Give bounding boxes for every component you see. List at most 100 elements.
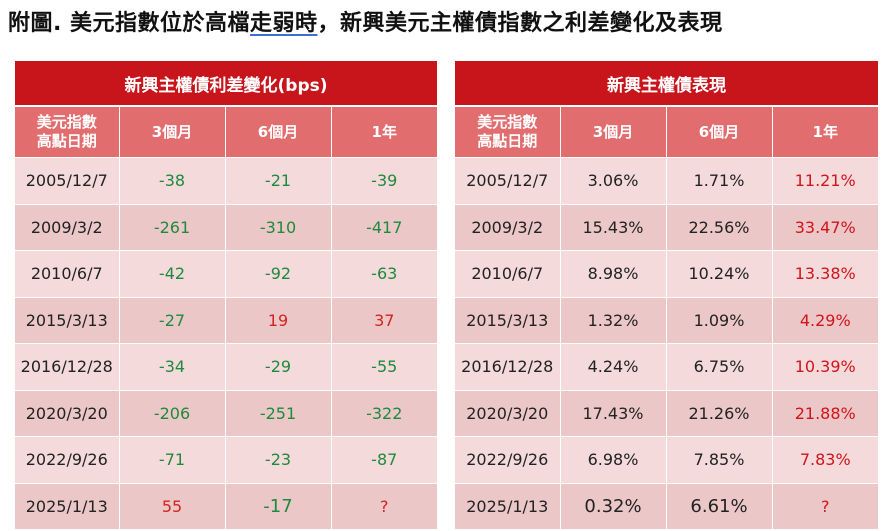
value-cell: 4.29% — [772, 296, 878, 344]
header-date-label: 美元指數 高點日期 — [477, 113, 537, 150]
value-cell: 7.85% — [666, 436, 773, 483]
table-row: 2010/6/7 8.98% 10.24% 13.38% — [455, 250, 878, 297]
value-cell: 1.32% — [560, 296, 667, 344]
value-cell: -55 — [331, 343, 437, 390]
value-cell: 1.09% — [666, 296, 773, 344]
value-cell: 37 — [331, 296, 437, 344]
value-cell: 11.21% — [772, 157, 878, 204]
performance-table-caption: 新興主權債表現 — [455, 61, 878, 107]
value-cell: 6.98% — [560, 436, 667, 483]
table-row: 2010/6/7 -42 -92 -63 — [15, 250, 437, 297]
date-cell: 2020/3/20 — [455, 389, 561, 437]
value-cell: -206 — [119, 389, 226, 437]
header-date-line2: 高點日期 — [36, 132, 97, 150]
column-header-3m: 3個月 — [119, 106, 226, 158]
date-cell: 2005/12/7 — [455, 157, 561, 204]
page-title: 附圖. 美元指數位於高檔走弱時，新興美元主權債指數之利差變化及表現 — [8, 6, 723, 42]
table-row: 2016/12/28 4.24% 6.75% 10.39% — [455, 343, 878, 390]
date-cell: 2015/3/13 — [15, 296, 120, 344]
value-cell: -39 — [331, 157, 437, 204]
value-cell: 4.24% — [560, 343, 667, 390]
value-cell: -63 — [331, 250, 437, 297]
column-header-1y: 1年 — [331, 106, 437, 158]
value-cell: 6.75% — [666, 343, 773, 390]
value-cell: -17 — [225, 482, 332, 529]
value-cell: 6.61% — [666, 482, 773, 529]
date-cell: 2022/9/26 — [15, 436, 120, 483]
date-cell: 2020/3/20 — [15, 389, 120, 437]
value-cell: 0.32% — [560, 482, 667, 529]
date-cell: 2005/12/7 — [15, 157, 120, 204]
table-row: 2005/12/7 -38 -21 -39 — [15, 157, 437, 204]
value-cell: 15.43% — [560, 203, 667, 251]
column-header-3m: 3個月 — [560, 106, 667, 158]
value-cell: -92 — [225, 250, 332, 297]
value-cell: 21.26% — [666, 389, 773, 437]
spread-table-caption: 新興主權債利差變化(bps) — [15, 61, 437, 107]
performance-table: 新興主權債表現 美元指數 高點日期 3個月 6個月 1年 2005/12/7 3.0… — [455, 61, 878, 529]
table-row: 2022/9/26 -71 -23 -87 — [15, 436, 437, 483]
table-row: 2022/9/26 6.98% 7.85% 7.83% — [455, 436, 878, 483]
value-cell: -261 — [119, 203, 226, 251]
table-row: 2015/3/13 -27 19 37 — [15, 296, 437, 344]
column-header-1y: 1年 — [772, 106, 878, 158]
date-cell: 2010/6/7 — [455, 250, 561, 297]
table-row: 2016/12/28 -34 -29 -55 — [15, 343, 437, 390]
column-header-6m: 6個月 — [666, 106, 773, 158]
title-suffix: ，新興美元主權債指數之利差變化及表現 — [317, 11, 723, 36]
value-cell: 3.06% — [560, 157, 667, 204]
table-row: 2025/1/13 55 -17? — [15, 482, 437, 529]
date-cell: 2010/6/7 — [15, 250, 120, 297]
value-cell: 33.47% — [772, 203, 878, 251]
column-header-date: 美元指數 高點日期 — [455, 106, 561, 158]
table-row: 2005/12/7 3.06% 1.71% 11.21% — [455, 157, 878, 204]
value-cell: 10.39% — [772, 343, 878, 390]
column-header-6m: 6個月 — [225, 106, 332, 158]
value-cell: 8.98% — [560, 250, 667, 297]
title-underlined: 走弱時 — [250, 11, 318, 36]
date-cell: 2016/12/28 — [455, 343, 561, 390]
title-prefix: 附圖. 美元指數位於高檔 — [8, 11, 251, 36]
value-cell: -42 — [119, 250, 226, 297]
value-cell: -38 — [119, 157, 226, 204]
value-cell: -23 — [225, 436, 332, 483]
value-cell: 13.38% — [772, 250, 878, 297]
value-cell: ? — [331, 482, 437, 529]
date-cell: 2016/12/28 — [15, 343, 120, 390]
value-cell: 17.43% — [560, 389, 667, 437]
value-cell: -71 — [119, 436, 226, 483]
value-cell: -29 — [225, 343, 332, 390]
column-header-date: 美元指數 高點日期 — [15, 106, 120, 158]
value-cell: 55 — [119, 482, 226, 529]
date-cell: 2015/3/13 — [455, 296, 561, 344]
header-date-label: 美元指數 高點日期 — [37, 113, 97, 150]
date-cell: 2009/3/2 — [455, 203, 561, 251]
value-cell: 19 — [225, 296, 332, 344]
header-date-line2: 高點日期 — [477, 132, 538, 150]
table-row: 2009/3/2 -261 -310 -417 — [15, 203, 437, 251]
value-cell: 10.24% — [666, 250, 773, 297]
value-cell: ? — [772, 482, 878, 529]
date-cell: 2025/1/13 — [15, 482, 120, 529]
table-row: 2025/1/13 0.32% 6.61%? — [455, 482, 878, 529]
value-cell: -34 — [119, 343, 226, 390]
value-cell: 1.71% — [666, 157, 773, 204]
spread-change-table: 新興主權債利差變化(bps) 美元指數 高點日期 3個月 6個月 1年 2005/… — [15, 61, 437, 529]
date-cell: 2025/1/13 — [455, 482, 561, 529]
table-row: 2009/3/2 15.43% 22.56% 33.47% — [455, 203, 878, 251]
header-date-line1: 美元指數 — [36, 113, 97, 131]
date-cell: 2022/9/26 — [455, 436, 561, 483]
value-cell: -87 — [331, 436, 437, 483]
value-cell: -21 — [225, 157, 332, 204]
header-date-line1: 美元指數 — [477, 113, 538, 131]
value-cell: 21.88% — [772, 389, 878, 437]
table-row: 2015/3/13 1.32% 1.09% 4.29% — [455, 296, 878, 344]
value-cell: 22.56% — [666, 203, 773, 251]
value-cell: -310 — [225, 203, 332, 251]
table-row: 2020/3/20 17.43% 21.26% 21.88% — [455, 389, 878, 437]
value-cell: -251 — [225, 389, 332, 437]
value-cell: -27 — [119, 296, 226, 344]
table-row: 2020/3/20 -206 -251 -322 — [15, 389, 437, 437]
date-cell: 2009/3/2 — [15, 203, 120, 251]
value-cell: -417 — [331, 203, 437, 251]
